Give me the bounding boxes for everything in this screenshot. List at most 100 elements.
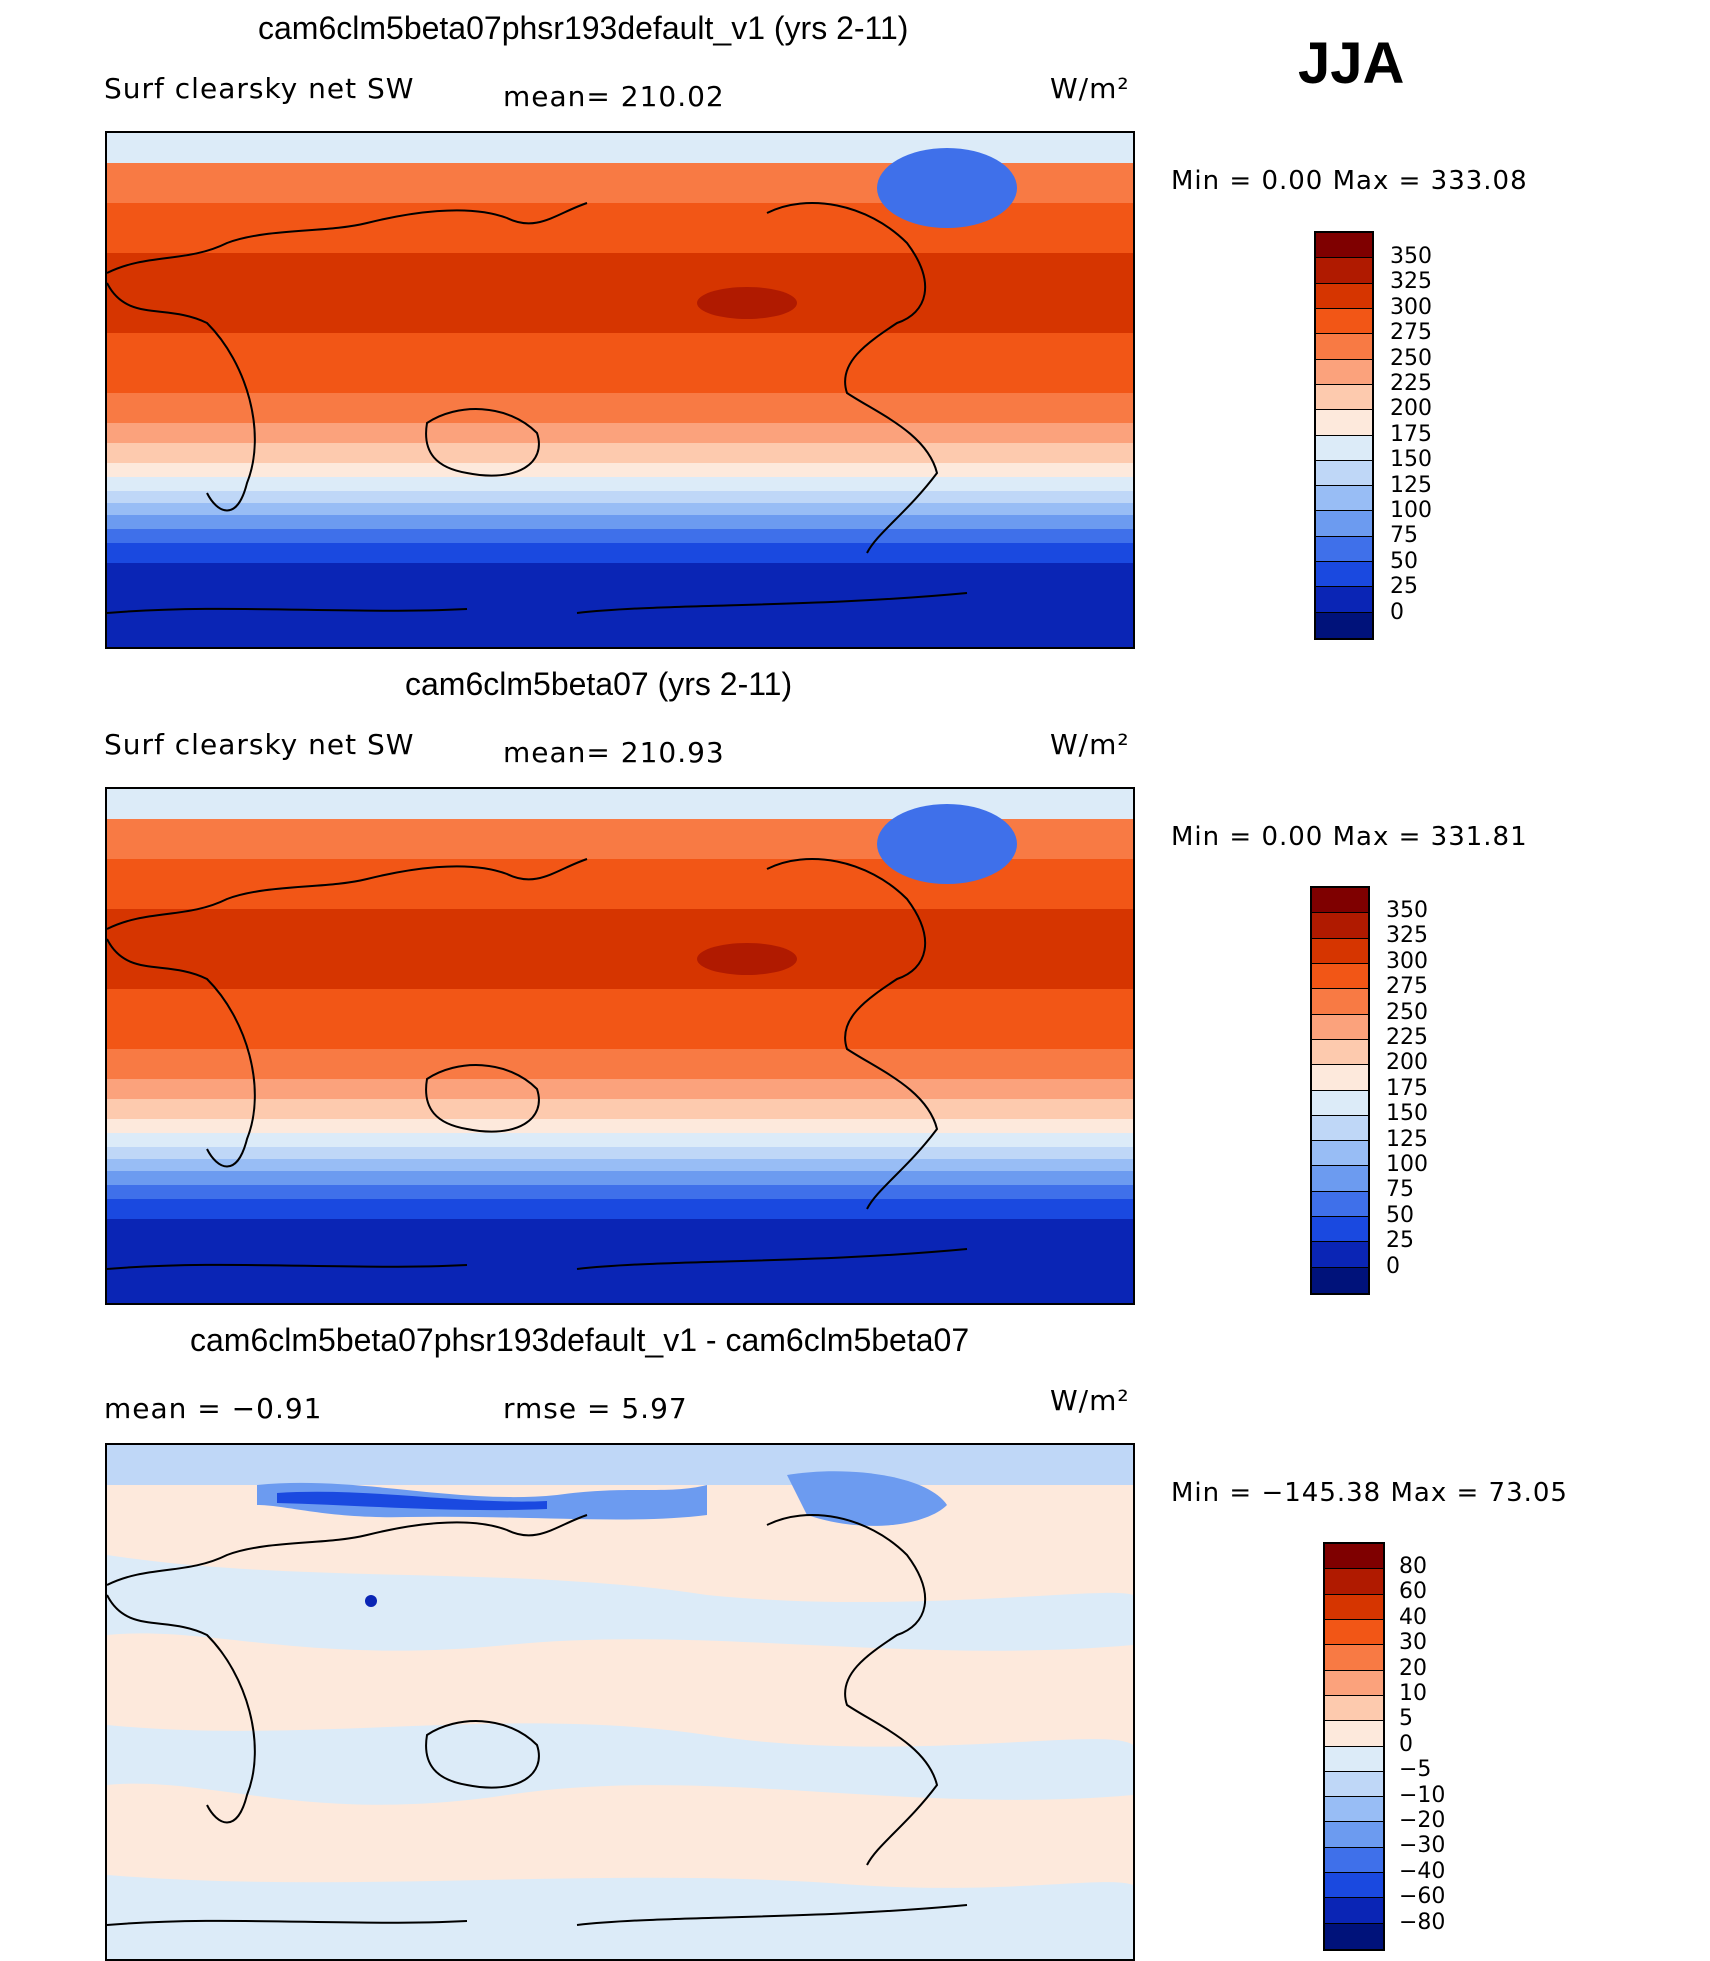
panel1-units: W/m²: [1050, 72, 1130, 105]
colorbar-tick-label: 75: [1386, 1177, 1414, 1202]
panel1-minmax: Min = 0.00 Max = 333.08: [1171, 166, 1528, 196]
colorbar-tick-label: −30: [1399, 1833, 1446, 1858]
panel3-colorbar: [1323, 1542, 1385, 1951]
colorbar-tick-label: 0: [1399, 1732, 1413, 1757]
colorbar-tick-label: 25: [1386, 1228, 1414, 1253]
colorbar-segment: [1312, 1065, 1368, 1091]
panel2-minmax: Min = 0.00 Max = 331.81: [1171, 822, 1528, 852]
colorbar-tick-label: 250: [1390, 346, 1432, 371]
panel1-variable-label: Surf clearsky net SW: [104, 72, 415, 105]
colorbar-segment: [1316, 283, 1372, 309]
colorbar-tick-label: 0: [1386, 1254, 1400, 1279]
colorbar-tick-label: 275: [1386, 974, 1428, 999]
colorbar-tick-label: 125: [1390, 473, 1432, 498]
panel1-colorbar: [1314, 231, 1374, 640]
panel1-mean-label: mean= 210.02: [503, 80, 725, 113]
colorbar-tick-label: 300: [1390, 295, 1432, 320]
colorbar-tick-label: 350: [1390, 244, 1432, 269]
colorbar-segment: [1316, 612, 1372, 638]
colorbar-segment: [1312, 963, 1368, 990]
colorbar-segment: [1325, 1847, 1383, 1874]
colorbar-tick-label: 10: [1399, 1681, 1427, 1706]
colorbar-segment: [1316, 486, 1372, 512]
panel3-rmse-label: rmse = 5.97: [503, 1392, 688, 1425]
colorbar-segment: [1316, 435, 1372, 461]
colorbar-segment: [1325, 1898, 1383, 1924]
colorbar-tick-label: 40: [1399, 1605, 1427, 1630]
colorbar-segment: [1316, 258, 1372, 284]
colorbar-segment: [1325, 1721, 1383, 1747]
colorbar-tick-label: 175: [1390, 422, 1432, 447]
colorbar-segment: [1312, 1191, 1368, 1218]
colorbar-segment: [1325, 1594, 1383, 1620]
panel2-colorbar: [1310, 886, 1370, 1295]
colorbar-tick-label: 325: [1390, 269, 1432, 294]
colorbar-tick-label: 125: [1386, 1127, 1428, 1152]
colorbar-segment: [1316, 308, 1372, 335]
colorbar-tick-label: 0: [1390, 600, 1404, 625]
colorbar-tick-label: 60: [1399, 1579, 1427, 1604]
colorbar-tick-label: −10: [1399, 1783, 1446, 1808]
panel1-map: [105, 131, 1135, 649]
colorbar-segment: [1312, 1141, 1368, 1167]
colorbar-segment: [1316, 511, 1372, 537]
colorbar-segment: [1312, 1039, 1368, 1066]
colorbar-segment: [1312, 1242, 1368, 1268]
colorbar-segment: [1312, 1217, 1368, 1243]
colorbar-segment: [1316, 359, 1372, 385]
colorbar-tick-label: 30: [1399, 1630, 1427, 1655]
colorbar-tick-label: −60: [1399, 1884, 1446, 1909]
colorbar-segment: [1312, 1014, 1368, 1040]
colorbar-segment: [1325, 1670, 1383, 1696]
colorbar-tick-label: 75: [1390, 523, 1418, 548]
colorbar-tick-label: 275: [1390, 320, 1432, 345]
colorbar-tick-label: −5: [1399, 1757, 1432, 1782]
colorbar-tick-label: 225: [1386, 1025, 1428, 1050]
colorbar-tick-label: −40: [1399, 1859, 1446, 1884]
colorbar-segment: [1312, 1267, 1368, 1293]
season-label: JJA: [1298, 31, 1405, 96]
colorbar-tick-label: 150: [1386, 1101, 1428, 1126]
colorbar-tick-label: 100: [1390, 498, 1432, 523]
panel3-minmax: Min = −145.38 Max = 73.05: [1171, 1478, 1568, 1508]
colorbar-segment: [1325, 1771, 1383, 1798]
colorbar-segment: [1312, 1115, 1368, 1142]
colorbar-segment: [1325, 1544, 1383, 1570]
colorbar-segment: [1325, 1822, 1383, 1848]
panel2-title: cam6clm5beta07 (yrs 2-11): [405, 666, 793, 702]
colorbar-segment: [1312, 1090, 1368, 1116]
colorbar-tick-label: 25: [1390, 574, 1418, 599]
colorbar-segment: [1312, 989, 1368, 1015]
colorbar-segment: [1316, 410, 1372, 436]
colorbar-segment: [1316, 587, 1372, 613]
colorbar-tick-label: 200: [1390, 396, 1432, 421]
colorbar-tick-label: 50: [1386, 1203, 1414, 1228]
colorbar-tick-label: 250: [1386, 1000, 1428, 1025]
colorbar-tick-label: 225: [1390, 371, 1432, 396]
panel3-mean-label: mean = −0.91: [104, 1392, 323, 1425]
colorbar-tick-label: 200: [1386, 1050, 1428, 1075]
colorbar-tick-label: −80: [1399, 1910, 1446, 1935]
colorbar-segment: [1325, 1695, 1383, 1722]
colorbar-tick-label: 150: [1390, 447, 1432, 472]
colorbar-segment: [1316, 384, 1372, 411]
panel3-title: cam6clm5beta07phsr193default_v1 - cam6cl…: [190, 1322, 970, 1358]
colorbar-segment: [1312, 938, 1368, 964]
colorbar-tick-label: 325: [1386, 923, 1428, 948]
colorbar-segment: [1312, 913, 1368, 939]
colorbar-tick-label: 80: [1399, 1554, 1427, 1579]
panel3-difference-map: [105, 1443, 1135, 1961]
panel1-title: cam6clm5beta07phsr193default_v1 (yrs 2-1…: [258, 10, 909, 46]
colorbar-segment: [1325, 1797, 1383, 1823]
colorbar-segment: [1325, 1619, 1383, 1646]
panel2-map: [105, 787, 1135, 1305]
colorbar-segment: [1312, 888, 1368, 914]
colorbar-segment: [1316, 233, 1372, 259]
colorbar-segment: [1316, 536, 1372, 563]
colorbar-tick-label: 350: [1386, 898, 1428, 923]
colorbar-tick-label: 50: [1390, 549, 1418, 574]
panel2-variable-label: Surf clearsky net SW: [104, 728, 415, 761]
colorbar-tick-label: 100: [1386, 1152, 1428, 1177]
panel2-units: W/m²: [1050, 728, 1130, 761]
colorbar-segment: [1325, 1569, 1383, 1595]
